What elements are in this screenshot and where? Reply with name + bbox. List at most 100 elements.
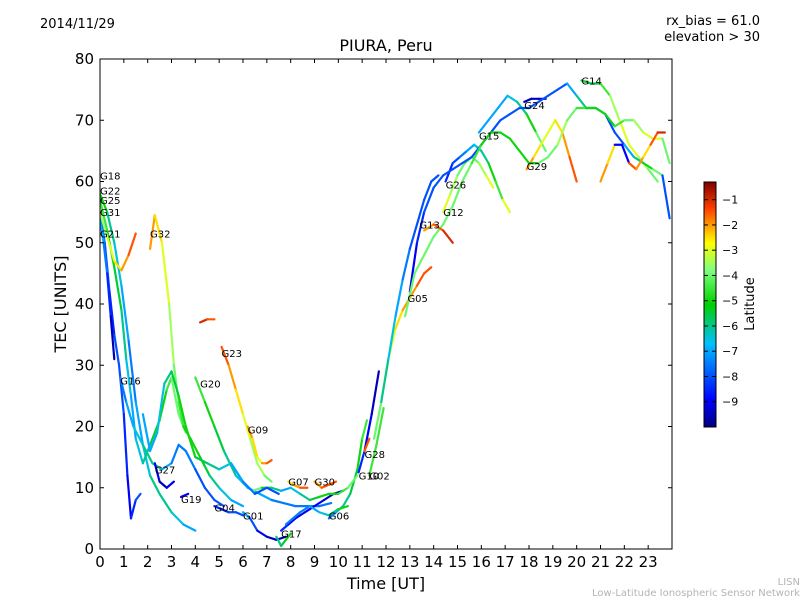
series-segment [318,511,330,517]
series-segment [346,474,359,489]
series-segment [632,155,645,165]
series-segment [627,143,640,159]
colorbar-tick-label: −7 [722,345,738,358]
series-segment [613,119,626,128]
series-segment [480,131,492,146]
series-G21 [100,211,137,272]
series-segment [163,370,173,385]
series-segment [461,162,473,183]
series-segment [432,223,445,232]
series-segment [280,486,292,492]
series-segment [213,425,226,453]
series-segment [287,517,297,526]
series-segment [499,131,512,140]
series-segment [122,413,129,477]
series-segment [566,82,578,97]
series-label: G25 [100,196,120,207]
series-segment [546,88,559,97]
series-segment [189,437,202,459]
series-segment [113,260,123,272]
colorbar-tick-label: −2 [722,219,738,232]
x-tick-label: 16 [472,553,491,571]
series-label: G12 [443,208,463,219]
series-segment [642,143,652,159]
series-label: G05 [407,294,427,305]
series-segment [284,517,295,526]
series-label: G15 [479,132,499,143]
series-segment [256,529,268,538]
series-segment [251,437,259,459]
x-tick-label: 9 [310,553,320,571]
series-segment [106,272,112,318]
series-segment [356,437,364,471]
series-segment [265,459,273,465]
series-segment [499,113,512,122]
series-segment [554,119,564,134]
series-segment [608,94,621,122]
series-segment [487,162,497,183]
x-tick-label: 2 [143,553,153,571]
x-tick-label: 23 [639,553,658,571]
series-segment [120,309,128,361]
series-segment [458,149,469,159]
series-segment [156,382,166,434]
series-segment [318,492,330,499]
series-segment [627,162,638,171]
series-segment [423,223,435,232]
series-label: G16 [120,377,140,388]
series-segment [182,523,197,532]
series-segment [561,131,571,159]
series-segment [275,535,283,548]
series-label: G02 [369,472,389,483]
series-segment [613,131,626,146]
footer-network: Low-Latitude Ionospheric Sensor Network [592,588,800,599]
series-segment [451,155,461,165]
series-segment [263,474,273,483]
series-label: G26 [446,181,466,192]
series-segment [125,400,135,428]
x-tick-label: 11 [353,553,372,571]
colorbar-tick-label: −8 [722,370,738,383]
series-segment [129,498,137,520]
series-segment [647,168,659,183]
series-segment [194,468,206,489]
series-segment [430,174,440,183]
x-tick-label: 12 [376,553,395,571]
series-segment [170,443,180,465]
series-segment [109,315,116,361]
series-segment [361,419,369,440]
series-segment [635,155,645,171]
series-segment [423,186,435,214]
series-segment [134,437,144,465]
series-segment [604,113,616,128]
series-G28 [363,437,371,453]
series-segment [327,511,338,520]
series-segment [442,192,452,214]
series-segment [127,339,137,404]
y-tick-label: 30 [75,356,94,374]
series-segment [220,508,230,514]
x-tick-label: 4 [191,553,201,571]
series-segment [432,223,445,238]
series-segment [568,155,578,183]
series-G14 [580,79,659,183]
series-segment [220,345,230,367]
series-segment [120,253,130,272]
series-label: G07 [288,478,308,489]
series-segment [170,511,185,526]
series-label: G29 [527,162,547,173]
series-segment [177,394,187,428]
series-segment [470,143,483,165]
series-segment [649,131,659,146]
series-segment [415,198,426,226]
y-tick-label: 70 [75,111,94,129]
series-segment [566,106,578,122]
series-segment [320,483,330,489]
series-segment [477,119,490,134]
series-segment [208,474,221,489]
x-tick-label: 7 [262,553,272,571]
series-label: G21 [100,230,120,241]
series-segment [148,214,156,250]
series-label: G04 [214,503,234,514]
series-segment [113,266,123,312]
